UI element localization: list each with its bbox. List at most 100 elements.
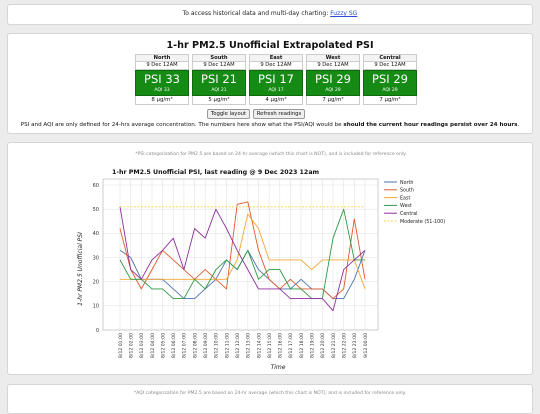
legend-label: West	[400, 203, 412, 209]
psi-title: 1-hr PM2.5 Unofficial Extrapolated PSI	[166, 40, 374, 51]
x-tick-label: 8/12 04:00	[150, 333, 156, 358]
psi-value: PSI 33	[144, 72, 180, 86]
psi-line-chart: *PSI categorization for PM2.5 are based …	[77, 151, 445, 371]
region-name: Central	[363, 54, 417, 62]
x-tick-label: 8/12 09:00	[203, 333, 209, 358]
top-banner-panel: To access historical data and multi-day …	[7, 4, 533, 25]
chart-series	[119, 201, 366, 312]
region-name: South	[192, 54, 246, 62]
psi-note-bold: should the current hour readings persist…	[343, 122, 518, 128]
x-tick-label: 9/12 00:00	[363, 333, 369, 358]
legend-label: East	[400, 195, 410, 201]
region-name: North	[135, 54, 189, 62]
chart-panel: *PSI categorization for PM2.5 are based …	[7, 142, 533, 375]
region-name: East	[249, 54, 303, 62]
y-tick-label: 0	[96, 328, 99, 334]
top-banner: To access historical data and multi-day …	[8, 10, 532, 17]
x-tick-label: 8/12 13:00	[246, 333, 252, 358]
psi-panel: 1-hr PM2.5 Unofficial Extrapolated PSI N…	[7, 33, 533, 134]
x-tick-label: 8/12 18:00	[299, 333, 305, 358]
series-line-east	[120, 213, 366, 290]
x-tick-label: 8/12 16:00	[278, 333, 284, 358]
y-axis-label: 1-hr PM2.5 Unofficial PSI	[77, 232, 84, 306]
y-tick-label: 40	[93, 231, 99, 237]
series-line-west	[119, 208, 365, 300]
x-tick-label: 8/12 19:00	[310, 333, 316, 358]
x-tick-label: 8/12 07:00	[182, 333, 188, 358]
legend-label: Central	[400, 211, 417, 217]
pm-value: 7 µg/m³	[363, 96, 417, 105]
x-tick-label: 8/12 05:00	[160, 333, 166, 358]
toggle-layout-button[interactable]: Toggle layout	[207, 109, 250, 119]
chart-note: *PSI categorization for PM2.5 are based …	[135, 151, 406, 157]
region-north: North 9 Dec 12AM PSI 33 AQI 33 8 µg/m³	[135, 54, 189, 105]
y-tick-label: 30	[93, 255, 99, 261]
fuzzy-sg-link[interactable]: Fuzzy SG	[330, 10, 358, 17]
x-tick-label: 8/12 03:00	[139, 333, 145, 358]
refresh-readings-button[interactable]: Refresh readings	[253, 109, 305, 119]
psi-note-end: .	[517, 122, 520, 128]
region-central: Central 9 Dec 12AM PSI 29 AQI 29 7 µg/m³	[363, 54, 417, 105]
series-line-central	[119, 206, 366, 312]
aqi-value: AQI 29	[382, 88, 398, 93]
legend-label: North	[400, 180, 413, 186]
psi-note: PSI and AQI are only defined for 24-hrs …	[8, 122, 532, 128]
y-tick-label: 20	[93, 279, 99, 285]
y-tick-label: 10	[93, 304, 99, 310]
chart-gridlines	[103, 179, 378, 331]
aqi-value: AQI 29	[325, 88, 341, 93]
region-date: 9 Dec 12AM	[192, 62, 246, 70]
x-tick-label: 8/12 14:00	[256, 333, 262, 358]
legend-label: Moderate (51-100)	[400, 219, 445, 225]
region-date: 9 Dec 12AM	[363, 62, 417, 70]
region-date: 9 Dec 12AM	[306, 62, 360, 70]
psi-box: PSI 29 AQI 29	[363, 70, 417, 96]
x-tick-label: 8/12 11:00	[224, 333, 230, 358]
psi-value: PSI 21	[201, 72, 237, 86]
region-name: West	[306, 54, 360, 62]
chart-axes: 0 10 20 30 40 50 60 8/12 01:00 8/12 02:00 8/12 03…	[93, 178, 379, 358]
x-axis-label: Time	[271, 364, 286, 371]
plot-frame	[102, 178, 379, 331]
top-banner-text: To access historical data and multi-day …	[182, 10, 329, 17]
psi-note-text: PSI and AQI are only defined for 24-hrs …	[20, 122, 342, 128]
x-tick-label: 8/12 21:00	[331, 333, 337, 358]
aqi-value: AQI 21	[211, 88, 227, 93]
bottom-panel: *AQI categorization for PM2.5 are based …	[7, 384, 533, 414]
psi-value: PSI 29	[372, 72, 408, 86]
legend-label: South	[400, 188, 414, 194]
x-tick-label: 8/12 08:00	[192, 333, 198, 358]
y-tick-label: 50	[93, 207, 99, 213]
pm-value: 4 µg/m³	[249, 96, 303, 105]
psi-value: PSI 17	[258, 72, 294, 86]
x-tick-label: 8/12 17:00	[288, 333, 294, 358]
region-south: South 9 Dec 12AM PSI 21 AQI 21 5 µg/m³	[192, 54, 246, 105]
region-date: 9 Dec 12AM	[249, 62, 303, 70]
series-line-south	[119, 201, 366, 300]
region-west: West 9 Dec 12AM PSI 29 AQI 29 7 µg/m³	[306, 54, 360, 105]
psi-value: PSI 29	[315, 72, 351, 86]
x-tick-label: 8/12 23:00	[352, 333, 358, 358]
x-tick-label: 8/12 22:00	[341, 333, 347, 358]
region-date: 9 Dec 12AM	[135, 62, 189, 70]
x-tick-label: 8/12 02:00	[128, 333, 134, 358]
aqi-value: AQI 17	[268, 88, 284, 93]
x-tick-label: 8/12 10:00	[214, 333, 220, 358]
x-tick-label: 8/12 06:00	[171, 333, 177, 358]
psi-box: PSI 17 AQI 17	[249, 70, 303, 96]
chart-title: 1-hr PM2.5 Unofficial PSI, last reading …	[112, 168, 320, 176]
psi-box: PSI 33 AQI 33	[135, 70, 189, 96]
x-tick-label: 8/12 12:00	[235, 333, 241, 358]
aqi-value: AQI 33	[154, 88, 170, 93]
x-tick-label: 8/12 01:00	[118, 333, 124, 358]
bottom-note: *AQI categorization for PM2.5 are based …	[133, 391, 407, 396]
pm-value: 8 µg/m³	[135, 96, 189, 105]
region-east: East 9 Dec 12AM PSI 17 AQI 17 4 µg/m³	[249, 54, 303, 105]
psi-box: PSI 21 AQI 21	[192, 70, 246, 96]
pm-value: 5 µg/m³	[192, 96, 246, 105]
psi-box: PSI 29 AQI 29	[306, 70, 360, 96]
y-tick-label: 60	[93, 183, 99, 189]
x-tick-label: 8/12 15:00	[267, 333, 273, 358]
pm-value: 7 µg/m³	[306, 96, 360, 105]
